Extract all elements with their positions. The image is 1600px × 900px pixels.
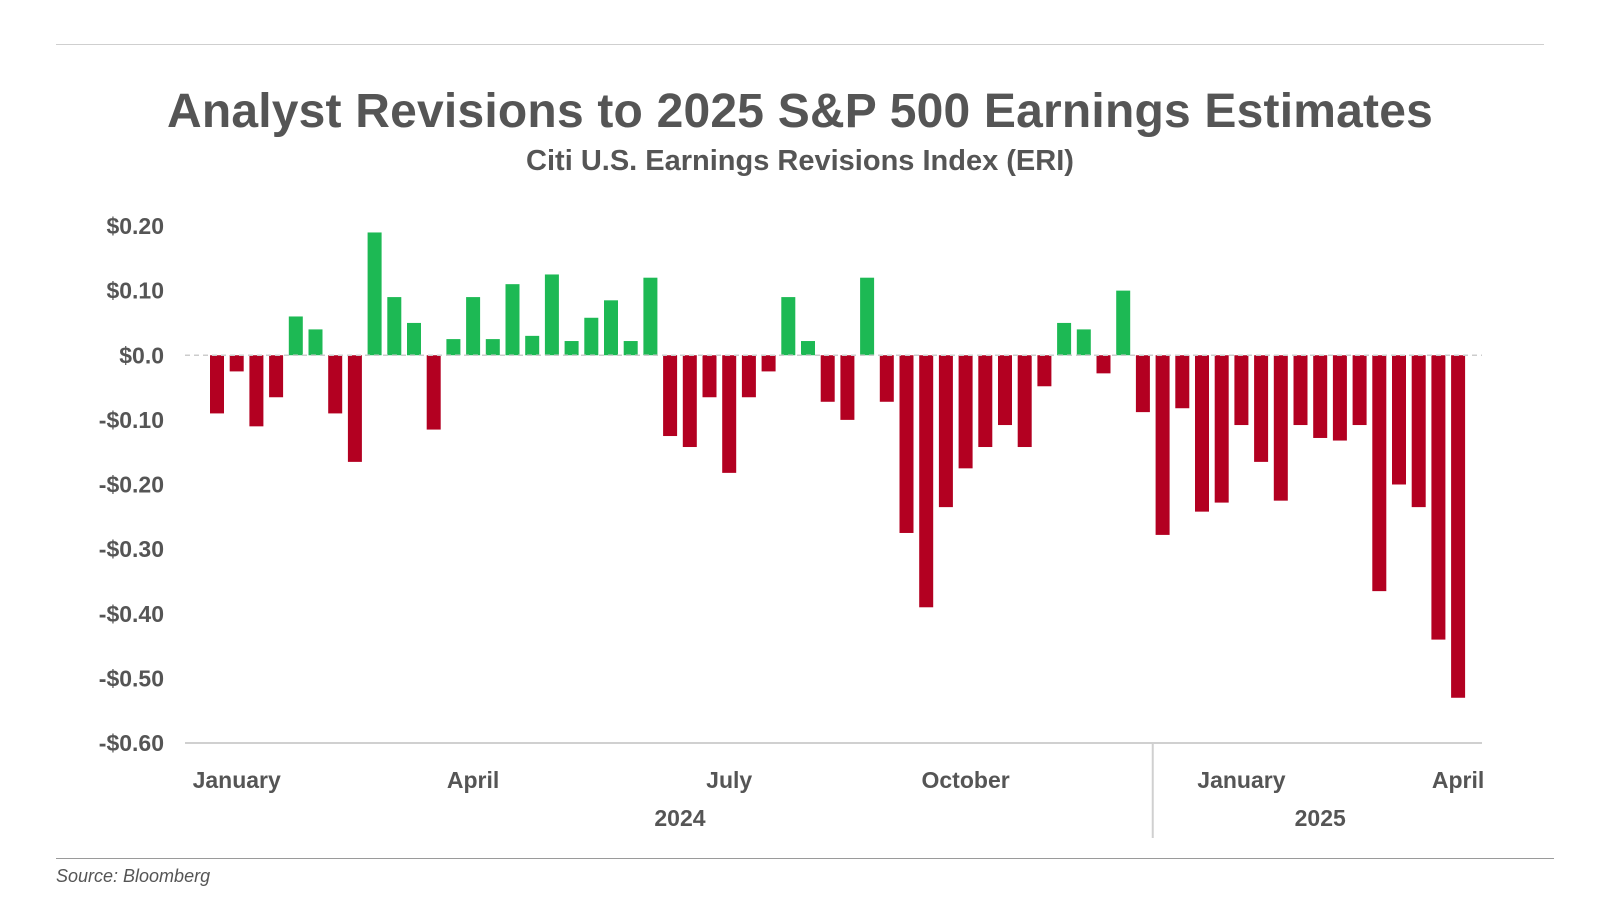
bar — [1195, 355, 1209, 512]
bar — [761, 355, 776, 372]
y-tick-label: $0.20 — [106, 213, 164, 239]
y-tick-label: -$0.30 — [99, 536, 164, 562]
bar — [938, 355, 953, 508]
bottom-rule — [56, 858, 1554, 859]
bar — [919, 355, 934, 608]
bar — [1037, 355, 1052, 387]
bar — [958, 355, 973, 469]
bar — [663, 355, 678, 437]
bar — [643, 277, 658, 356]
bar — [1116, 290, 1131, 356]
bar — [269, 355, 284, 398]
bar — [1234, 355, 1249, 426]
chart-subtitle: Citi U.S. Earnings Revisions Index (ERI) — [526, 145, 1074, 177]
bar — [1273, 355, 1288, 501]
bar — [210, 355, 224, 414]
bar — [860, 277, 875, 356]
bar — [682, 355, 697, 448]
bar — [1392, 355, 1406, 485]
bar — [623, 341, 638, 356]
bar — [1017, 355, 1032, 448]
bar — [525, 335, 540, 356]
bar — [1411, 355, 1426, 508]
bar — [1372, 355, 1387, 592]
bar — [407, 322, 421, 356]
y-tick-label: $0.0 — [119, 342, 164, 368]
bar — [229, 355, 244, 372]
top-rule — [56, 44, 1544, 45]
bar — [288, 316, 303, 356]
bar — [820, 355, 835, 402]
bar — [1352, 355, 1367, 426]
bar — [741, 355, 756, 398]
bar — [426, 355, 441, 430]
bar — [1451, 355, 1466, 698]
year-label: 2024 — [654, 805, 705, 831]
bar — [544, 274, 559, 356]
month-label: October — [922, 767, 1010, 793]
bar — [1175, 355, 1190, 409]
bar — [387, 297, 402, 356]
bar — [978, 355, 993, 448]
bar — [801, 341, 815, 356]
bar — [564, 341, 579, 356]
bar — [367, 232, 382, 356]
bar — [485, 339, 500, 356]
bar — [446, 339, 461, 356]
chart-title: Analyst Revisions to 2025 S&P 500 Earnin… — [166, 85, 1434, 138]
month-label: April — [1432, 767, 1484, 793]
bar — [840, 355, 855, 420]
bars — [210, 232, 1466, 698]
bar — [899, 355, 914, 533]
y-axis: $0.20 $0.10 $0.0 -$0.10 -$0.20 -$0.30 -$0.40 -$… — [99, 213, 164, 756]
bar — [1076, 329, 1091, 356]
bar — [1313, 355, 1328, 438]
bar — [1254, 355, 1269, 462]
bar — [1332, 355, 1347, 441]
bar — [328, 355, 343, 414]
bar — [998, 355, 1012, 426]
bar — [1096, 355, 1111, 374]
month-label: January — [193, 767, 281, 793]
month-label: April — [447, 767, 499, 793]
bar — [702, 355, 717, 398]
month-label: July — [706, 767, 752, 793]
bar — [781, 297, 796, 356]
bar — [1135, 355, 1150, 413]
bar — [1057, 322, 1072, 356]
bar — [505, 284, 520, 356]
bar — [466, 297, 481, 356]
bar — [879, 355, 894, 402]
y-tick-label: -$0.60 — [99, 730, 164, 756]
y-tick-label: -$0.40 — [99, 601, 164, 627]
bar — [1293, 355, 1308, 426]
bar — [604, 300, 618, 356]
bar — [347, 355, 362, 462]
month-label: January — [1197, 767, 1285, 793]
y-tick-label: $0.10 — [106, 278, 164, 304]
y-tick-label: -$0.50 — [99, 665, 164, 691]
year-label: 2025 — [1295, 805, 1346, 831]
bar — [249, 355, 264, 427]
bar — [722, 355, 737, 473]
bar — [1214, 355, 1229, 503]
bar — [1431, 355, 1446, 640]
bar — [584, 317, 599, 356]
y-tick-label: -$0.20 — [99, 472, 164, 498]
axes — [185, 354, 1482, 838]
y-tick-label: -$0.10 — [99, 407, 164, 433]
x-axis: January April July October January April 2024 2… — [193, 767, 1485, 831]
bar — [1155, 355, 1170, 535]
source-note: Source: Bloomberg — [56, 866, 211, 886]
bar — [308, 329, 323, 356]
